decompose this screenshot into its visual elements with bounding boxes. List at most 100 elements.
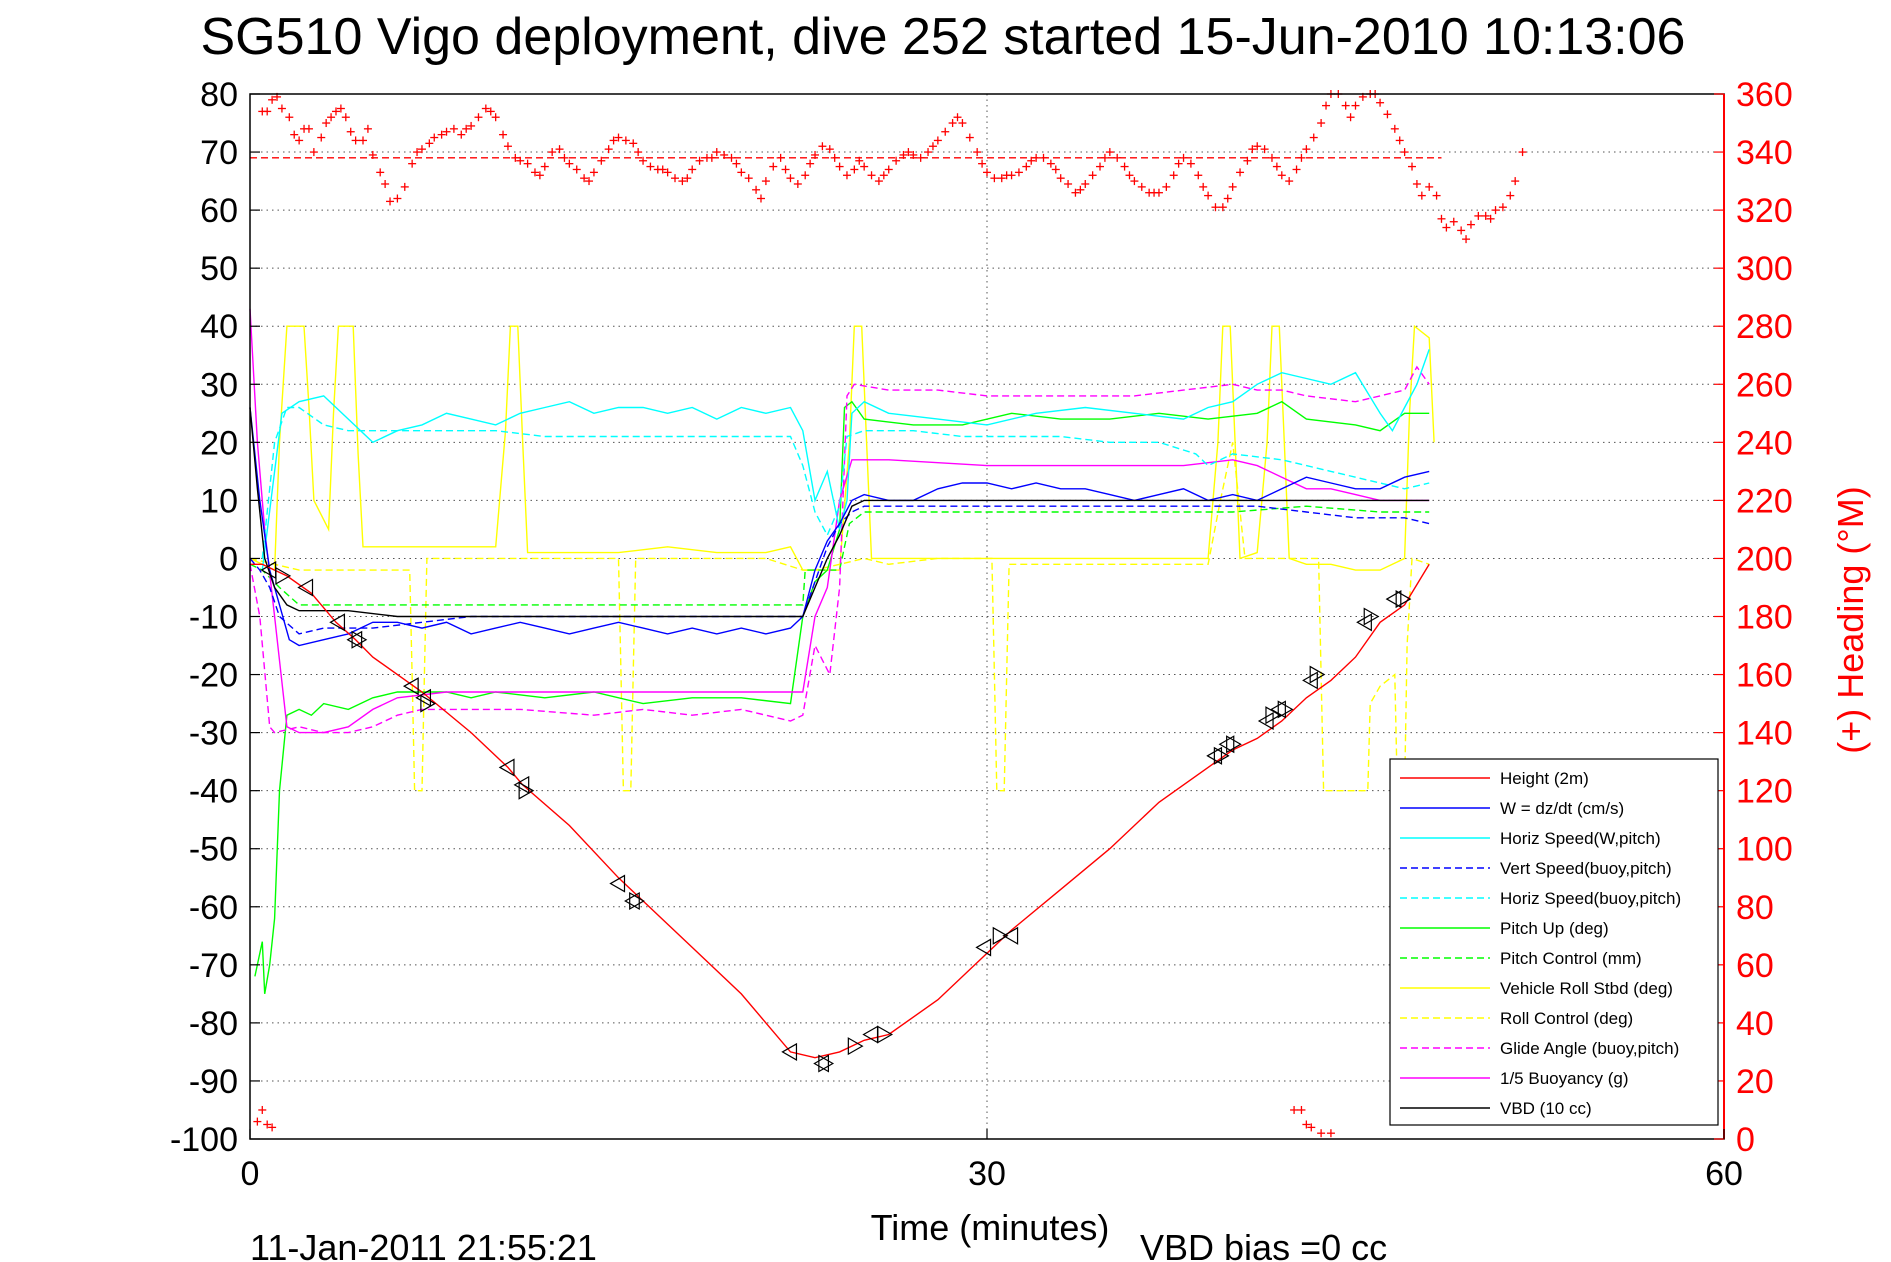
heading-marker	[884, 165, 893, 174]
y2-tick-label: 60	[1736, 947, 1774, 985]
legend-entry: Roll Control (deg)	[1400, 1009, 1633, 1028]
heading-marker	[1292, 165, 1301, 174]
heading-marker	[491, 113, 500, 122]
heading-marker	[1442, 223, 1451, 232]
heading-marker	[1007, 171, 1016, 180]
y2-tick-label: 260	[1736, 366, 1793, 404]
heading-marker	[621, 136, 630, 145]
heading-marker	[585, 177, 594, 186]
heading-marker	[1243, 156, 1252, 165]
heading-outlier-marker	[1290, 1105, 1299, 1114]
heading-marker	[1046, 159, 1055, 168]
heading-marker	[1056, 174, 1065, 183]
heading-marker	[835, 162, 844, 171]
triangle-marker-right	[629, 891, 645, 911]
timestamp: 11-Jan-2011 21:55:21	[250, 1227, 597, 1262]
heading-marker	[359, 136, 368, 145]
heading-marker	[712, 148, 721, 157]
y2-tick-label: 180	[1736, 599, 1793, 637]
heading-marker	[1194, 171, 1203, 180]
triangle-marker-right	[1309, 665, 1326, 684]
y-tick-label: -10	[189, 599, 238, 637]
heading-marker	[481, 104, 490, 113]
heading-marker	[639, 156, 648, 165]
heading-marker	[1395, 136, 1404, 145]
heading-marker	[1408, 162, 1417, 171]
y-tick-label: 60	[200, 192, 238, 230]
heading-marker	[781, 165, 790, 174]
legend-entry: W = dz/dt (cm/s)	[1400, 799, 1624, 818]
heading-marker	[285, 113, 294, 122]
heading-marker	[1211, 203, 1220, 212]
y-tick-label: -50	[189, 831, 238, 869]
series-black_vbd	[249, 407, 1430, 618]
heading-marker	[467, 121, 476, 130]
y2-tick-label: 100	[1736, 831, 1793, 869]
heading-marker	[327, 113, 336, 122]
heading-marker	[1351, 101, 1360, 110]
heading-marker	[663, 168, 672, 177]
heading-marker	[1272, 162, 1281, 171]
heading-marker	[806, 159, 815, 168]
legend-label: Horiz Speed(buoy,pitch)	[1500, 889, 1681, 908]
heading-marker	[899, 150, 908, 159]
legend-label: Glide Angle (buoy,pitch)	[1500, 1039, 1679, 1058]
heading-marker	[1297, 153, 1306, 162]
heading-marker	[1186, 159, 1195, 168]
heading-marker	[1113, 153, 1122, 162]
y2-tick-label: 80	[1736, 889, 1774, 927]
heading-marker	[1130, 177, 1139, 186]
heading-marker	[457, 130, 466, 139]
legend-entry: Horiz Speed(buoy,pitch)	[1400, 889, 1681, 908]
heading-marker	[1100, 153, 1109, 162]
heading-marker	[1039, 153, 1048, 162]
triangle-marker-left	[1385, 590, 1402, 609]
triangle-marker-right	[1213, 746, 1230, 765]
heading-marker	[892, 156, 901, 165]
heading-marker	[1081, 179, 1090, 188]
series-red_height	[250, 563, 1430, 1059]
heading-marker	[1154, 188, 1163, 197]
heading-marker	[1267, 153, 1276, 162]
heading-marker	[548, 148, 557, 157]
heading-marker	[1162, 182, 1171, 191]
heading-marker	[737, 168, 746, 177]
heading-marker	[761, 177, 770, 186]
heading-marker	[290, 130, 299, 139]
triangle-marker-right	[518, 781, 535, 800]
heading-marker	[1432, 191, 1441, 200]
heading-marker	[1064, 179, 1073, 188]
triangle-marker-right	[1395, 590, 1412, 609]
heading-marker	[1088, 171, 1097, 180]
heading-outlier-marker	[268, 1123, 277, 1132]
heading-marker	[978, 159, 987, 168]
heading-marker	[629, 139, 638, 148]
triangle-marker-right	[275, 566, 292, 585]
series-magenta_dash	[249, 365, 1430, 734]
heading-marker	[695, 156, 704, 165]
heading-marker	[916, 153, 925, 162]
heading-marker	[1486, 214, 1495, 223]
heading-marker	[688, 165, 697, 174]
plot-area	[249, 90, 1527, 1138]
y2-tick-label: 220	[1736, 482, 1793, 520]
heading-marker	[928, 142, 937, 151]
vbd-bias: VBD bias =0 cc	[1140, 1227, 1387, 1262]
heading-marker	[1120, 162, 1129, 171]
y2-tick-label: 0	[1736, 1121, 1755, 1159]
heading-marker	[1511, 177, 1520, 186]
heading-marker	[1174, 159, 1183, 168]
y-tick-label: -20	[189, 657, 238, 695]
heading-marker	[1027, 156, 1036, 165]
y-tick-label: -100	[170, 1121, 238, 1159]
legend-entry: Height (2m)	[1400, 769, 1589, 788]
heading-marker	[879, 171, 888, 180]
tick-labels: 80706050403020100-10-20-30-40-50-60-70-8…	[170, 76, 1793, 1193]
y2-tick-label: 120	[1736, 773, 1793, 811]
chart-title: SG510 Vigo deployment, dive 252 started …	[201, 8, 1686, 66]
heading-marker	[393, 194, 402, 203]
y2-tick-label: 140	[1736, 715, 1793, 753]
x-tick-label: 60	[1705, 1155, 1743, 1193]
heading-marker	[825, 145, 834, 154]
y-tick-label: 20	[200, 424, 238, 462]
